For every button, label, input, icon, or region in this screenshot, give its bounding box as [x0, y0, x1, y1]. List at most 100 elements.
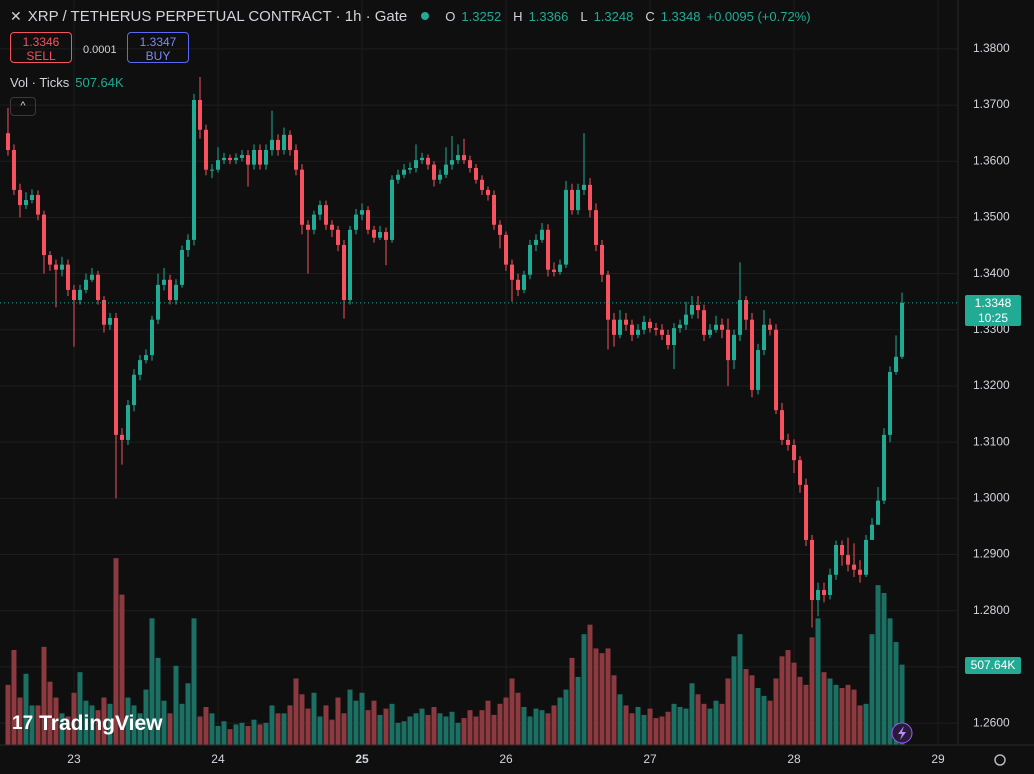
volume-bar — [599, 653, 605, 745]
volume-bar — [767, 700, 773, 745]
candle-body — [209, 169, 214, 171]
volume-bar — [503, 697, 509, 745]
volume-bar — [653, 718, 659, 745]
candle-body — [480, 179, 485, 190]
buy-button[interactable]: 1.3347 BUY — [127, 32, 189, 63]
candle-body — [353, 214, 358, 230]
candle-body — [510, 264, 515, 280]
volume-bar — [755, 688, 761, 745]
ohlc-value: 1.3252 — [461, 8, 502, 24]
close-icon[interactable]: ✕ — [10, 7, 22, 24]
candle-body — [654, 328, 659, 330]
candle-body — [738, 300, 743, 335]
volume-bar — [551, 705, 557, 745]
candle-body — [852, 564, 857, 570]
candle-body — [233, 157, 238, 161]
volume-bar — [575, 676, 581, 745]
volume-bar — [401, 721, 407, 745]
volume-bar — [875, 585, 881, 745]
candle-body — [347, 229, 352, 301]
sell-price: 1.3346 — [22, 35, 60, 49]
volume-bar — [155, 657, 161, 745]
volume-bar — [869, 634, 875, 745]
volume-bar — [125, 697, 131, 745]
volume-bar — [485, 700, 491, 745]
candle-body — [425, 157, 430, 165]
x-tick-label: 27 — [643, 752, 657, 766]
candle-body — [257, 150, 262, 165]
candle-body — [107, 318, 112, 325]
volume-bar — [569, 657, 575, 745]
volume-bar — [611, 675, 617, 745]
volume-bar — [665, 711, 671, 745]
settings-button[interactable] — [994, 754, 1006, 766]
candle-body — [702, 310, 707, 335]
candle-body — [5, 133, 10, 151]
candle-body — [750, 319, 755, 390]
volume-bar — [677, 707, 683, 745]
candle-body — [804, 484, 809, 540]
volume-bar — [587, 624, 593, 745]
volume-bar — [407, 716, 413, 745]
volume-bar — [863, 703, 869, 745]
candle-body — [449, 160, 454, 165]
candle-body — [876, 500, 881, 525]
volume-bar — [221, 721, 227, 745]
y-tick-label: 1.2800 — [973, 603, 1010, 617]
volume-bar — [839, 688, 845, 745]
candle-body — [437, 174, 442, 180]
volume-bar — [377, 714, 383, 745]
y-tick-label: 1.2600 — [973, 715, 1010, 729]
candle-body — [870, 524, 875, 540]
candle-body — [263, 150, 268, 165]
volume-bar — [437, 713, 443, 745]
candle-body — [335, 229, 340, 245]
volume-bar — [293, 678, 299, 745]
y-tick-label: 1.3700 — [973, 97, 1010, 111]
candle-body — [179, 250, 184, 285]
volume-bar — [623, 705, 629, 745]
volume-bar — [113, 558, 119, 745]
candle-body — [59, 264, 64, 270]
candle-body — [714, 324, 719, 330]
volume-bar — [347, 689, 353, 745]
volume-bar — [473, 716, 479, 745]
volume-bar — [23, 673, 29, 745]
candle-body — [359, 210, 364, 215]
volume-bar — [785, 650, 791, 745]
candle-body — [395, 174, 400, 180]
candle-body — [636, 329, 641, 335]
volume-bar — [395, 722, 401, 745]
candle-body — [696, 305, 701, 311]
candle-body — [552, 269, 557, 272]
volume-bar — [107, 703, 113, 745]
candle-body — [660, 329, 665, 335]
countdown: 10:25 — [977, 310, 1009, 325]
candle-body — [726, 329, 731, 361]
sell-button[interactable]: 1.3346 SELL — [10, 32, 72, 63]
candle-body — [11, 150, 16, 190]
volume-bar — [71, 692, 77, 745]
candle-body — [383, 232, 388, 240]
volume-legend: Vol · Ticks 507.64K — [10, 75, 124, 90]
ohlc-label: C — [645, 8, 655, 24]
ohlc-label: L — [580, 8, 588, 24]
volume-bar — [449, 711, 455, 745]
volume-bar — [713, 700, 719, 745]
volume-bar — [545, 713, 551, 745]
volume-bar — [359, 692, 365, 745]
volume-bar — [737, 634, 743, 745]
volume-bar — [695, 694, 701, 745]
volume-bar — [389, 703, 395, 745]
volume-bar — [425, 714, 431, 745]
volume-bar — [749, 675, 755, 745]
candle-body — [816, 589, 821, 601]
volume-bar — [671, 703, 677, 745]
collapse-button[interactable]: ^ — [10, 97, 36, 116]
volume-bar — [95, 710, 101, 745]
candle-body — [594, 210, 599, 245]
candle-body — [455, 155, 460, 161]
candle-body — [293, 150, 298, 170]
candle-body — [401, 169, 406, 175]
buy-label: BUY — [145, 49, 171, 63]
